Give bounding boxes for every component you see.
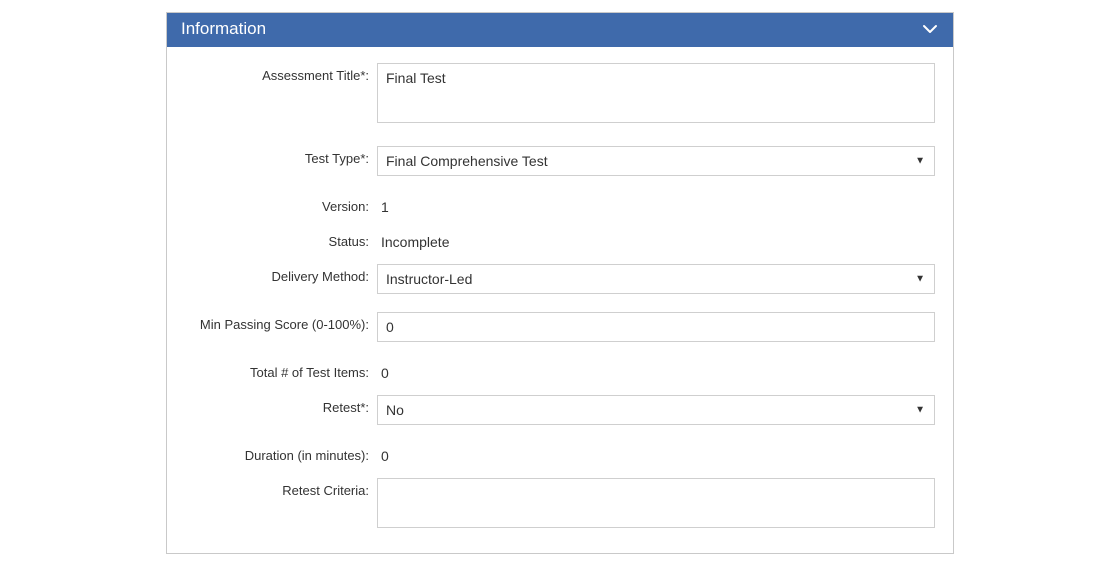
row-status: Status: Incomplete	[185, 229, 935, 250]
label-status: Status:	[185, 229, 377, 249]
label-assessment-title: Assessment Title*:	[185, 63, 377, 83]
row-duration: Duration (in minutes): 0	[185, 443, 935, 464]
label-duration: Duration (in minutes):	[185, 443, 377, 463]
panel-body: Assessment Title*: Test Type*: Final Com…	[167, 47, 953, 553]
test-type-value: Final Comprehensive Test	[377, 146, 935, 176]
version-value: 1	[377, 194, 935, 215]
label-retest: Retest*:	[185, 395, 377, 415]
label-delivery-method: Delivery Method:	[185, 264, 377, 284]
row-retest-criteria: Retest Criteria:	[185, 478, 935, 533]
status-value: Incomplete	[377, 229, 935, 250]
total-test-items-value: 0	[377, 360, 935, 381]
panel-header[interactable]: Information	[167, 13, 953, 47]
assessment-title-input[interactable]	[377, 63, 935, 123]
label-retest-criteria: Retest Criteria:	[185, 478, 377, 498]
row-retest: Retest*: No ▼	[185, 395, 935, 425]
delivery-method-select[interactable]: Instructor-Led ▼	[377, 264, 935, 294]
label-version: Version:	[185, 194, 377, 214]
retest-value: No	[377, 395, 935, 425]
panel-title: Information	[181, 19, 266, 39]
row-total-test-items: Total # of Test Items: 0	[185, 360, 935, 381]
row-delivery-method: Delivery Method: Instructor-Led ▼	[185, 264, 935, 294]
retest-criteria-input[interactable]	[377, 478, 935, 528]
label-test-type: Test Type*:	[185, 146, 377, 166]
duration-value: 0	[377, 443, 935, 464]
row-version: Version: 1	[185, 194, 935, 215]
retest-select[interactable]: No ▼	[377, 395, 935, 425]
delivery-method-value: Instructor-Led	[377, 264, 935, 294]
row-assessment-title: Assessment Title*:	[185, 63, 935, 128]
information-panel: Information Assessment Title*: Test Type…	[166, 12, 954, 554]
row-min-passing-score: Min Passing Score (0-100%):	[185, 312, 935, 342]
min-passing-score-input[interactable]	[377, 312, 935, 342]
row-test-type: Test Type*: Final Comprehensive Test ▼	[185, 146, 935, 176]
test-type-select[interactable]: Final Comprehensive Test ▼	[377, 146, 935, 176]
label-min-passing-score: Min Passing Score (0-100%):	[185, 312, 377, 332]
label-total-test-items: Total # of Test Items:	[185, 360, 377, 380]
chevron-down-icon	[921, 20, 939, 38]
